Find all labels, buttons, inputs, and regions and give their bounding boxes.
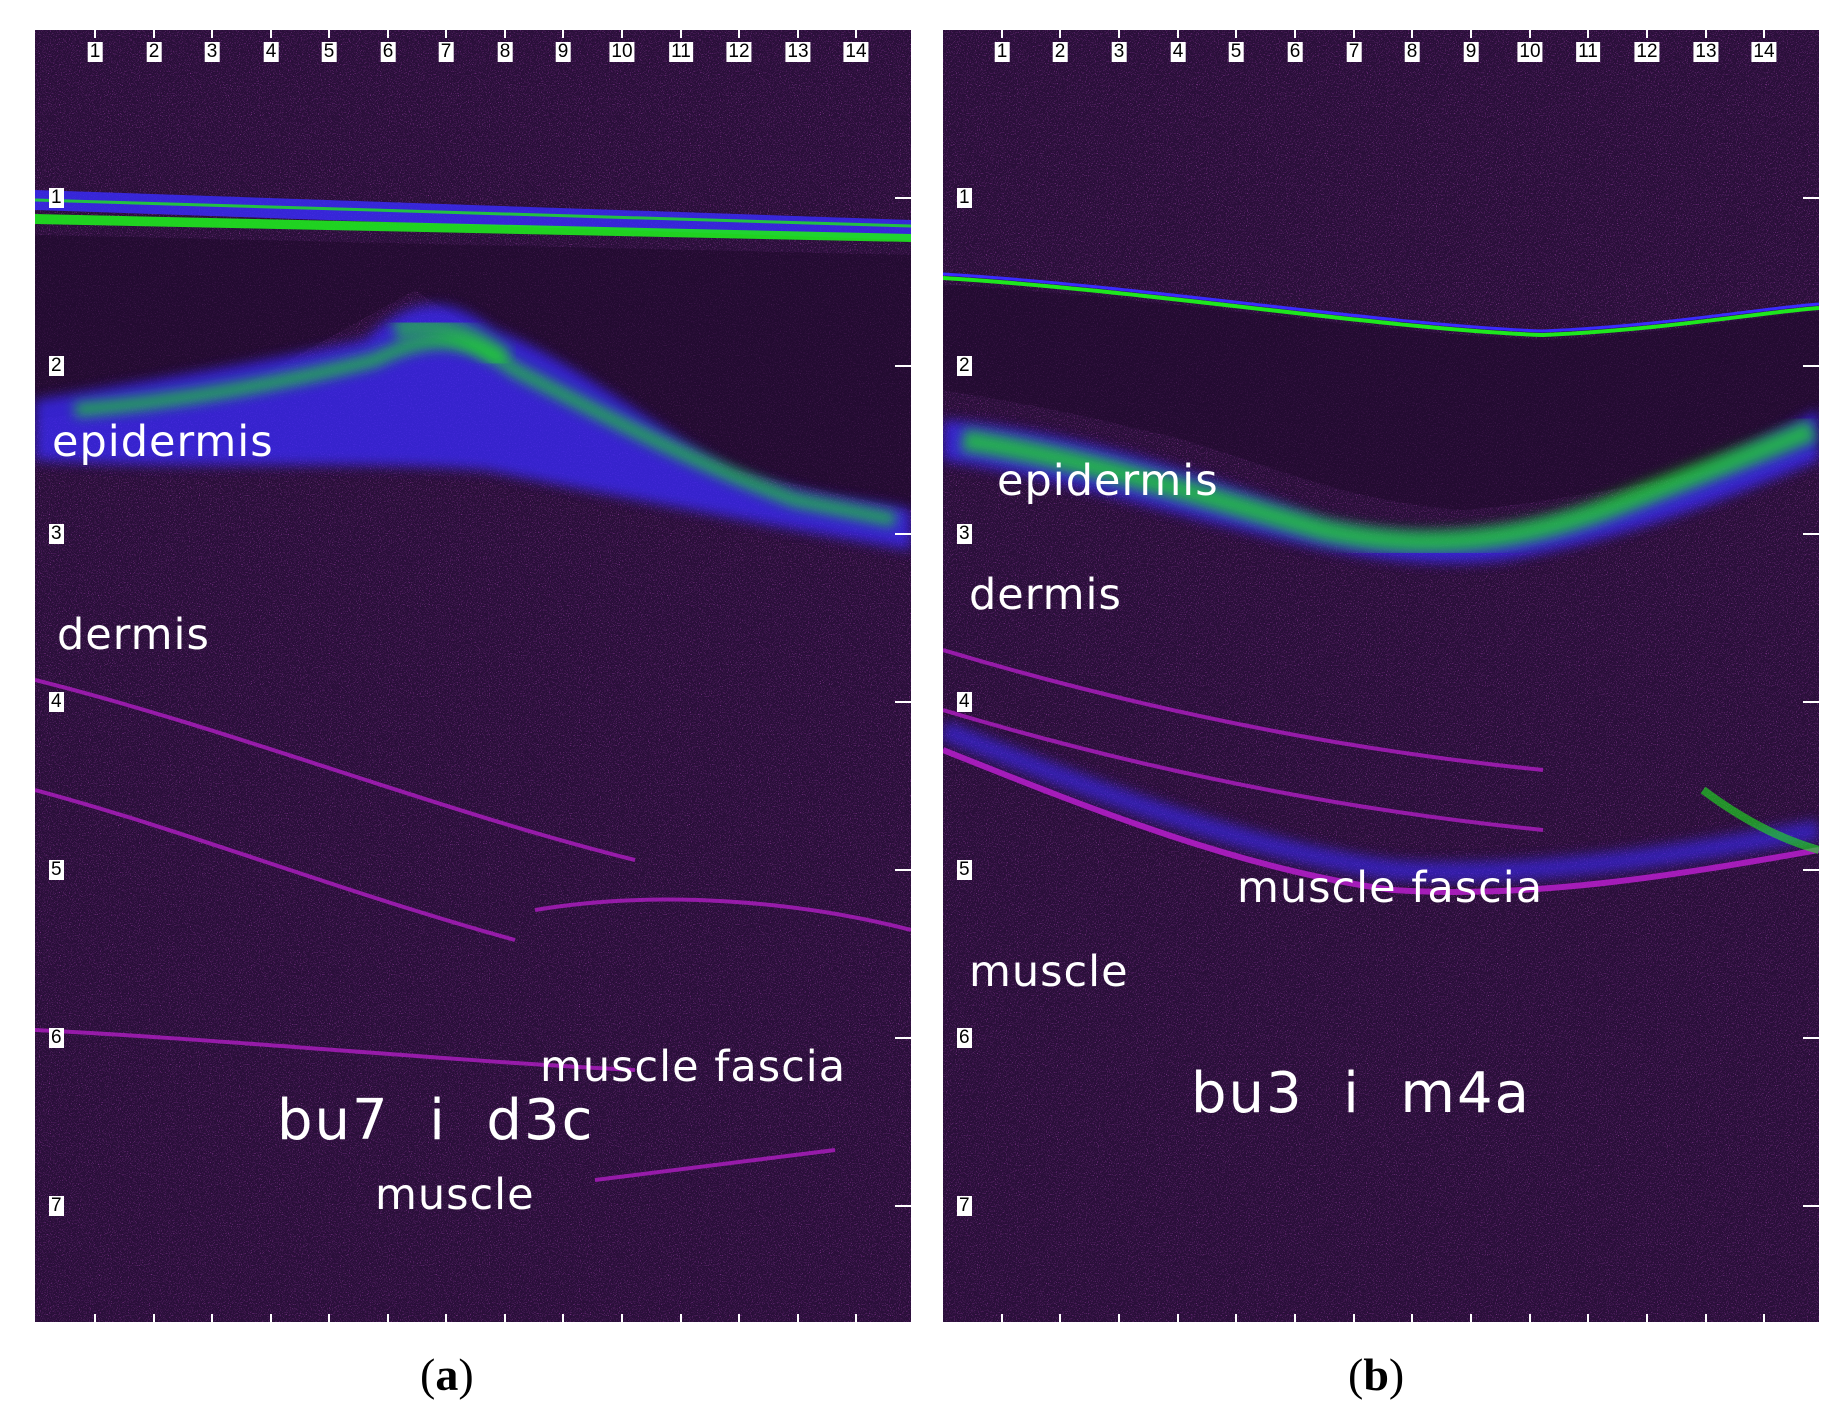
label-muscle-fascia: muscle fascia: [540, 1042, 847, 1092]
x-tick-label: 13: [785, 41, 811, 62]
x-tick-label: 7: [438, 41, 454, 62]
ultrasound-image-a: 1 2 3 4 5 6 7 8 9 10 11 12 13 14 1 2 3 4…: [35, 30, 911, 1322]
caption-open-paren: (: [1348, 1349, 1364, 1400]
x-tick-label: 11: [1576, 41, 1600, 62]
x-tick-label: 14: [1751, 41, 1777, 62]
caption-open-paren: (: [420, 1349, 436, 1400]
label-dermis: dermis: [969, 570, 1122, 620]
label-epidermis: epidermis: [997, 456, 1219, 506]
ultrasound-image-b: 1 2 3 4 5 6 7 8 9 10 11 12 13 14 1 2 3 4…: [943, 30, 1819, 1322]
label-sample-code: bu7 i d3c: [277, 1088, 595, 1153]
x-tick-label: 2: [1052, 41, 1068, 62]
label-epidermis: epidermis: [52, 417, 274, 467]
label-muscle: muscle: [969, 947, 1129, 997]
y-tick-label: 2: [49, 355, 64, 376]
x-tick-label: 6: [1287, 41, 1303, 62]
caption-close-paren: ): [458, 1349, 474, 1400]
y-tick-label: 4: [49, 691, 64, 712]
x-tick-label: 8: [1404, 41, 1420, 62]
y-tick-label: 6: [957, 1027, 972, 1048]
y-tick-label: 1: [49, 187, 64, 208]
x-tick-label: 14: [843, 41, 869, 62]
label-muscle: muscle: [375, 1170, 535, 1220]
x-tick-label: 5: [1228, 41, 1244, 62]
caption-letter: b: [1363, 1349, 1389, 1400]
x-tick-label: 5: [321, 41, 337, 62]
y-tick-label: 3: [957, 523, 972, 544]
caption-a: (a): [420, 1348, 474, 1401]
x-tick-label: 8: [497, 41, 513, 62]
y-tick-label: 1: [957, 187, 972, 208]
x-tick-label: 10: [1517, 41, 1543, 62]
y-tick-label: 6: [49, 1027, 64, 1048]
x-tick-label: 13: [1693, 41, 1719, 62]
caption-letter: a: [435, 1349, 459, 1400]
x-tick-label: 9: [1463, 41, 1479, 62]
x-tick-label: 10: [609, 41, 635, 62]
x-tick-label: 6: [380, 41, 396, 62]
y-tick-label: 2: [957, 355, 972, 376]
caption-close-paren: ): [1388, 1349, 1405, 1400]
x-tick-label: 11: [669, 41, 693, 62]
y-tick-label: 7: [49, 1195, 64, 1216]
x-tick-label: 12: [726, 41, 752, 62]
ultrasound-scan-b: [943, 30, 1819, 1322]
x-tick-label: 12: [1634, 41, 1660, 62]
x-tick-label: 1: [87, 41, 103, 62]
x-tick-label: 9: [555, 41, 571, 62]
x-tick-label: 3: [1111, 41, 1127, 62]
caption-b: (b): [1348, 1348, 1404, 1401]
x-tick-label: 1: [994, 41, 1010, 62]
y-tick-label: 4: [957, 691, 972, 712]
y-tick-label: 7: [957, 1195, 972, 1216]
y-tick-label: 5: [49, 859, 64, 880]
x-tick-label: 2: [146, 41, 162, 62]
x-tick-label: 3: [204, 41, 220, 62]
label-dermis: dermis: [57, 610, 210, 660]
x-tick-label: 4: [263, 41, 279, 62]
x-tick-label: 7: [1346, 41, 1362, 62]
ultrasound-scan-a: [35, 30, 911, 1322]
y-tick-label: 3: [49, 523, 64, 544]
label-muscle-fascia: muscle fascia: [1237, 863, 1544, 913]
label-sample-code: bu3 i m4a: [1191, 1061, 1531, 1126]
y-tick-label: 5: [957, 859, 972, 880]
x-tick-label: 4: [1170, 41, 1186, 62]
